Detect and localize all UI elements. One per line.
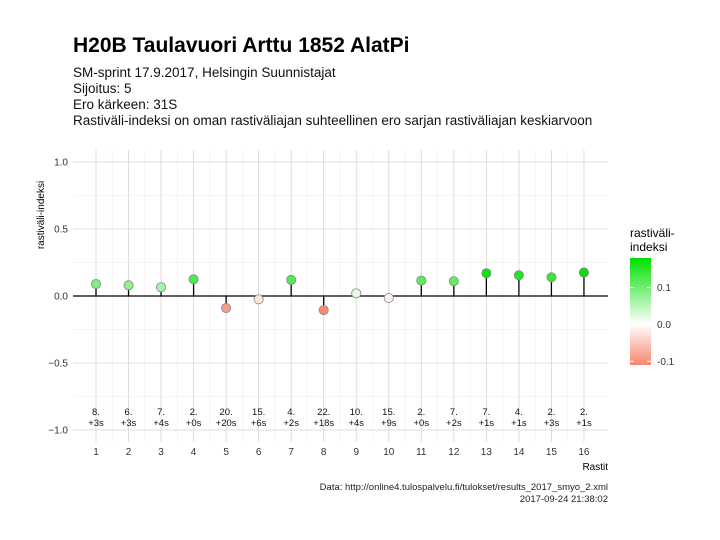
y-axis-title: rastiväli-indeksi bbox=[36, 181, 47, 249]
leg-diff-6: +6s bbox=[251, 418, 267, 429]
x-tick-5: 5 bbox=[223, 447, 229, 458]
points bbox=[91, 267, 589, 316]
leg-rank-6: 15. bbox=[252, 407, 265, 418]
point-12 bbox=[448, 276, 459, 287]
point-7 bbox=[286, 274, 297, 285]
leg-rank-8: 22. bbox=[317, 407, 330, 418]
leg-diff-15: +3s bbox=[544, 418, 560, 429]
leg-diff-10: +9s bbox=[381, 418, 397, 429]
point-16 bbox=[578, 267, 589, 278]
point-6 bbox=[253, 294, 264, 305]
legend-tick-label: 0.0 bbox=[657, 320, 671, 331]
point-11 bbox=[416, 275, 427, 286]
index-description-line: Rastiväli-indeksi on oman rastiväliajan … bbox=[73, 113, 593, 128]
leg-diff-1: +3s bbox=[88, 418, 104, 429]
legend-title-line-2: indeksi bbox=[630, 240, 667, 254]
y-tick-label: 0.5 bbox=[54, 225, 68, 236]
point-13 bbox=[481, 268, 492, 279]
point-9 bbox=[351, 288, 362, 299]
x-tick-2: 2 bbox=[126, 447, 132, 458]
data-source: Data: http://online4.tulospalvelu.fi/tul… bbox=[320, 482, 608, 493]
point-3 bbox=[156, 282, 167, 293]
leg-diff-5: +20s bbox=[216, 418, 237, 429]
event-subtitle: SM-sprint 17.9.2017, Helsingin Suunnista… bbox=[73, 65, 336, 80]
leg-rank-13: 7. bbox=[482, 407, 490, 418]
x-tick-15: 15 bbox=[546, 447, 558, 458]
leg-diff-3: +4s bbox=[153, 418, 169, 429]
legend-color-bar bbox=[630, 258, 651, 365]
leg-diff-7: +2s bbox=[283, 418, 299, 429]
leg-diff-9: +4s bbox=[348, 418, 364, 429]
leg-diff-12: +2s bbox=[446, 418, 462, 429]
x-tick-8: 8 bbox=[321, 447, 327, 458]
x-tick-7: 7 bbox=[288, 447, 294, 458]
point-15 bbox=[546, 272, 557, 283]
y-tick-label: −1.0 bbox=[48, 426, 68, 437]
timestamp: 2017-09-24 21:38:02 bbox=[520, 494, 608, 505]
leg-diff-8: +18s bbox=[313, 418, 334, 429]
leg-diff-16: +1s bbox=[576, 418, 592, 429]
point-4 bbox=[188, 274, 199, 285]
x-tick-labels: 1 2 3 4 5 6 7 8 9 10 11 12 13 14 15 16 bbox=[93, 447, 590, 458]
point-10 bbox=[383, 293, 394, 304]
leg-diff-13: +1s bbox=[479, 418, 495, 429]
leg-labels: 8.+3s6.+3s7.+4s2.+0s20.+20s15.+6s4.+2s22… bbox=[88, 407, 592, 429]
x-tick-13: 13 bbox=[481, 447, 493, 458]
leg-rank-12: 7. bbox=[450, 407, 458, 418]
leg-rank-1: 8. bbox=[92, 407, 100, 418]
color-legend: rastiväli- indeksi 0.1 0.0 -0.1 bbox=[630, 226, 675, 368]
leg-rank-9: 10. bbox=[350, 407, 363, 418]
point-14 bbox=[513, 270, 524, 281]
x-tick-11: 11 bbox=[416, 447, 427, 458]
leg-rank-15: 2. bbox=[547, 407, 555, 418]
y-tick-labels: −1.0 −0.5 0.0 0.5 1.0 bbox=[48, 158, 68, 437]
point-1 bbox=[91, 278, 102, 289]
y-tick-label: 1.0 bbox=[54, 158, 68, 169]
placement-line: Sijoitus: 5 bbox=[73, 81, 132, 96]
leg-rank-5: 20. bbox=[220, 407, 233, 418]
leg-rank-11: 2. bbox=[417, 407, 425, 418]
x-tick-12: 12 bbox=[448, 447, 460, 458]
leg-rank-2: 6. bbox=[125, 407, 133, 418]
leg-diff-2: +3s bbox=[121, 418, 137, 429]
x-tick-1: 1 bbox=[93, 447, 99, 458]
legend-tick-label: 0.1 bbox=[657, 283, 671, 294]
leg-diff-4: +0s bbox=[186, 418, 202, 429]
leg-diff-14: +1s bbox=[511, 418, 527, 429]
x-tick-4: 4 bbox=[191, 447, 197, 458]
legend-tick-label: -0.1 bbox=[657, 357, 675, 368]
leg-rank-3: 7. bbox=[157, 407, 165, 418]
y-tick-label: 0.0 bbox=[54, 292, 68, 303]
page-title: H20B Taulavuori Arttu 1852 AlatPi bbox=[73, 34, 410, 57]
x-tick-3: 3 bbox=[158, 447, 164, 458]
leg-rank-16: 2. bbox=[580, 407, 588, 418]
point-5 bbox=[221, 303, 232, 314]
x-tick-10: 10 bbox=[383, 447, 395, 458]
x-axis-title: Rastit bbox=[582, 462, 608, 473]
point-8 bbox=[318, 305, 329, 316]
x-tick-6: 6 bbox=[256, 447, 262, 458]
y-tick-label: −0.5 bbox=[48, 359, 68, 370]
x-tick-14: 14 bbox=[513, 447, 525, 458]
x-tick-16: 16 bbox=[578, 447, 590, 458]
legend-title-line-1: rastiväli- bbox=[630, 226, 675, 240]
leg-diff-11: +0s bbox=[414, 418, 430, 429]
leg-rank-4: 2. bbox=[190, 407, 198, 418]
x-tick-9: 9 bbox=[353, 447, 359, 458]
leg-rank-7: 4. bbox=[287, 407, 295, 418]
gap-to-leader-line: Ero kärkeen: 31S bbox=[73, 97, 178, 112]
leg-rank-10: 15. bbox=[382, 407, 395, 418]
leg-rank-14: 4. bbox=[515, 407, 523, 418]
point-2 bbox=[123, 280, 134, 291]
